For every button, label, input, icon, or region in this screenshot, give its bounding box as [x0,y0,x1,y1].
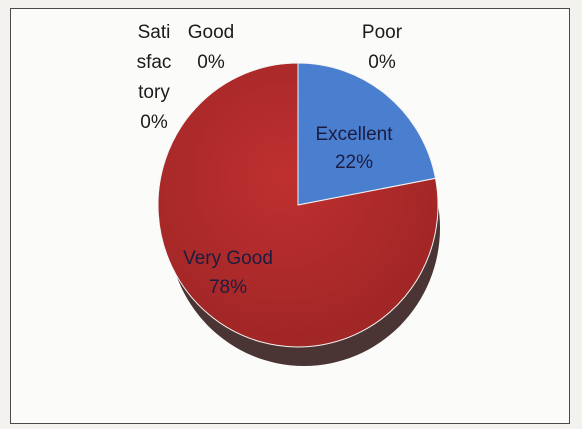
label-satisfactory: Sati sfac tory 0% [137,22,172,133]
label-excellent: Excellent 22% [315,124,393,173]
satisfactory-pct: 0% [140,112,168,133]
good-name: Good [188,22,234,43]
excellent-name: Excellent [315,124,393,145]
very-good-name: Very Good [183,248,273,269]
satisfactory-line-3: tory [138,82,170,103]
label-very-good: Very Good 78% [183,248,273,298]
poor-pct: 0% [368,52,396,73]
pie-slice-very-good [157,62,439,348]
very-good-pct: 78% [209,277,247,298]
satisfactory-line-2: sfac [137,52,172,73]
excellent-pct: 22% [335,152,373,173]
poor-name: Poor [362,22,403,43]
label-poor: Poor 0% [362,22,403,73]
good-pct: 0% [197,52,225,73]
satisfactory-line-1: Sati [138,22,171,43]
label-good: Good 0% [188,22,234,73]
pie-slice-excellent [297,62,437,206]
